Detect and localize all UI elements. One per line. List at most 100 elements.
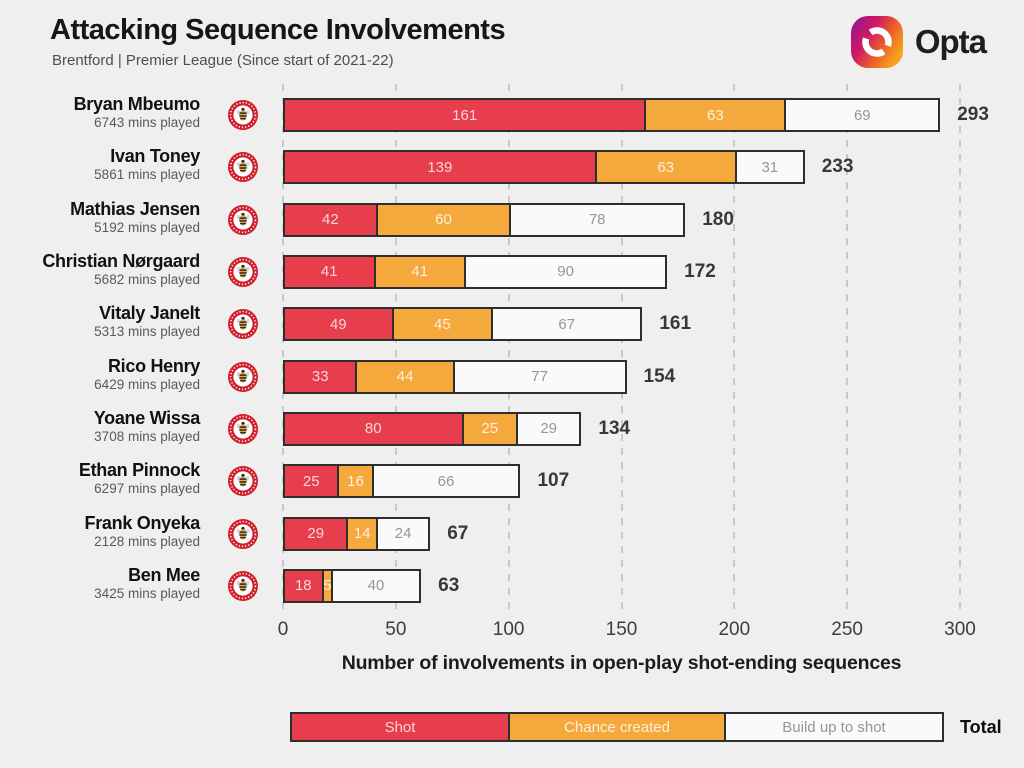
bar-segment-shot: 18 bbox=[283, 568, 324, 603]
player-mins-played: 6297 mins played bbox=[94, 481, 200, 497]
player-row: Ben Mee 3425 mins played 18 5 40 63 bbox=[0, 560, 1024, 612]
player-mins-played: 6743 mins played bbox=[94, 115, 200, 130]
total-value: 293 bbox=[957, 104, 989, 125]
gridline-100 bbox=[507, 84, 510, 616]
bar-segment-chance-created: 14 bbox=[346, 516, 379, 551]
brentford-badge-icon bbox=[228, 466, 258, 497]
bar-segment-shot: 29 bbox=[283, 516, 349, 551]
stacked-bar: 25 16 66 bbox=[283, 464, 521, 499]
player-label: Ben Mee 3425 mins played bbox=[0, 565, 200, 602]
brentford-badge-icon bbox=[228, 100, 258, 130]
player-mins-played: 5682 mins played bbox=[94, 271, 200, 287]
player-name: Frank Onyeka bbox=[84, 512, 201, 533]
bar-segment-shot: 49 bbox=[283, 307, 394, 342]
brentford-badge-icon bbox=[228, 256, 258, 287]
total-value: 154 bbox=[643, 365, 676, 387]
player-label: Vitaly Janelt 5313 mins played bbox=[0, 303, 200, 340]
x-tick-0: 0 bbox=[277, 619, 289, 640]
legend-item-chance-created: Chance created bbox=[508, 712, 726, 742]
opta-brand: Opta bbox=[850, 16, 987, 68]
player-label: Rico Henry 6429 mins played bbox=[0, 356, 200, 393]
player-mins-played: 3708 mins played bbox=[94, 428, 200, 444]
player-row: Christian Nørgaard 5682 mins played 41 41 90… bbox=[0, 246, 1024, 298]
gridline-300 bbox=[959, 84, 961, 616]
brentford-badge-icon bbox=[228, 518, 258, 549]
player-mins-played: 5192 mins played bbox=[94, 219, 200, 235]
x-tick-300: 300 bbox=[944, 619, 976, 640]
x-axis-label: Number of involvements in open-play shot… bbox=[341, 652, 902, 674]
bar-segment-chance-created: 44 bbox=[355, 359, 455, 394]
bar-segment-build-up: 67 bbox=[491, 307, 643, 342]
player-label: Ethan Pinnock 6297 mins played bbox=[0, 460, 200, 497]
player-row: Frank Onyeka 2128 mins played 29 14 24 67 bbox=[0, 508, 1024, 560]
bar-segment-build-up: 31 bbox=[734, 150, 805, 185]
brentford-badge-icon bbox=[228, 570, 258, 601]
bar-segment-chance-created: 16 bbox=[337, 464, 374, 499]
bar-segment-build-up: 40 bbox=[330, 568, 422, 603]
player-mins-played: 5313 mins played bbox=[94, 324, 200, 340]
bar-segment-build-up: 66 bbox=[371, 464, 521, 499]
bar-segment-build-up: 29 bbox=[515, 411, 582, 446]
player-name: Rico Henry bbox=[107, 355, 200, 376]
stacked-bar: 42 60 78 bbox=[283, 202, 686, 237]
bar-segment-shot: 139 bbox=[283, 150, 597, 185]
gridline-150 bbox=[620, 84, 623, 616]
player-row: Ivan Toney 5861 mins played 139 63 31 233 bbox=[0, 141, 1024, 193]
gridline-200 bbox=[733, 84, 736, 616]
bar-segment-build-up: 69 bbox=[784, 98, 941, 132]
bar-segment-chance-created: 60 bbox=[375, 202, 512, 237]
player-name: Ben Mee bbox=[128, 564, 200, 585]
brentford-badge-icon bbox=[228, 309, 258, 340]
brentford-badge-icon bbox=[228, 413, 258, 444]
bar-segment-build-up: 78 bbox=[509, 202, 686, 237]
total-value: 67 bbox=[447, 522, 469, 544]
stacked-bar: 139 63 31 bbox=[283, 150, 805, 185]
player-mins-played: 6429 mins played bbox=[94, 376, 200, 392]
legend-item-build-up-to-shot: Build up to shot bbox=[724, 712, 944, 742]
total-value: 107 bbox=[537, 470, 570, 492]
player-name: Bryan Mbeumo bbox=[73, 94, 201, 114]
player-label: Yoane Wissa 3708 mins played bbox=[0, 408, 201, 445]
gridline-250 bbox=[846, 84, 849, 616]
total-value: 161 bbox=[659, 313, 692, 335]
stacked-bar: 29 14 24 bbox=[283, 516, 431, 551]
bar-segment-shot: 80 bbox=[283, 411, 464, 446]
bar-segment-build-up: 24 bbox=[376, 516, 431, 551]
bar-segment-build-up: 90 bbox=[464, 254, 668, 289]
stacked-bar: 41 41 90 bbox=[283, 254, 668, 289]
total-value: 233 bbox=[821, 156, 854, 178]
gridline-0 bbox=[282, 84, 284, 616]
total-value: 134 bbox=[598, 417, 631, 439]
player-name: Christian Nørgaard bbox=[42, 250, 200, 271]
brentford-badge-icon bbox=[228, 204, 258, 235]
player-name: Vitaly Janelt bbox=[99, 303, 200, 324]
stacked-bar: 161 63 69 bbox=[283, 98, 941, 132]
x-tick-250: 250 bbox=[831, 619, 863, 640]
stacked-bar: 18 5 40 bbox=[283, 568, 422, 603]
total-value: 172 bbox=[684, 260, 716, 282]
page-title: Attacking Sequence Involvements bbox=[50, 14, 506, 46]
bar-segment-shot: 42 bbox=[283, 202, 378, 237]
player-row: Yoane Wissa 3708 mins played 80 25 29 134 bbox=[0, 403, 1024, 455]
player-row: Vitaly Janelt 5313 mins played 49 45 67 161 bbox=[0, 298, 1024, 350]
legend: Shot Chance created Build up to shot bbox=[290, 712, 944, 742]
bar-segment-shot: 161 bbox=[283, 98, 647, 132]
brentford-badge-icon bbox=[228, 152, 258, 183]
x-tick-100: 100 bbox=[492, 619, 525, 640]
player-name: Mathias Jensen bbox=[70, 198, 200, 219]
legend-item-shot: Shot bbox=[290, 712, 510, 742]
player-label: Bryan Mbeumo 6743 mins played bbox=[0, 94, 201, 131]
player-row: Ethan Pinnock 6297 mins played 25 16 66 107 bbox=[0, 455, 1024, 507]
bar-segment-chance-created: 63 bbox=[644, 98, 787, 132]
gridline-50 bbox=[394, 84, 397, 616]
opta-logo-icon bbox=[850, 16, 903, 68]
total-value: 180 bbox=[702, 208, 734, 230]
player-name: Ivan Toney bbox=[110, 146, 200, 167]
player-row: Bryan Mbeumo 6743 mins played 161 63 69 293 bbox=[0, 89, 1024, 141]
player-label: Mathias Jensen 5192 mins played bbox=[0, 199, 200, 236]
brentford-badge-icon bbox=[228, 361, 258, 392]
bar-segment-shot: 25 bbox=[283, 464, 340, 499]
legend-total-label: Total bbox=[960, 717, 1002, 737]
total-value: 63 bbox=[438, 574, 460, 596]
